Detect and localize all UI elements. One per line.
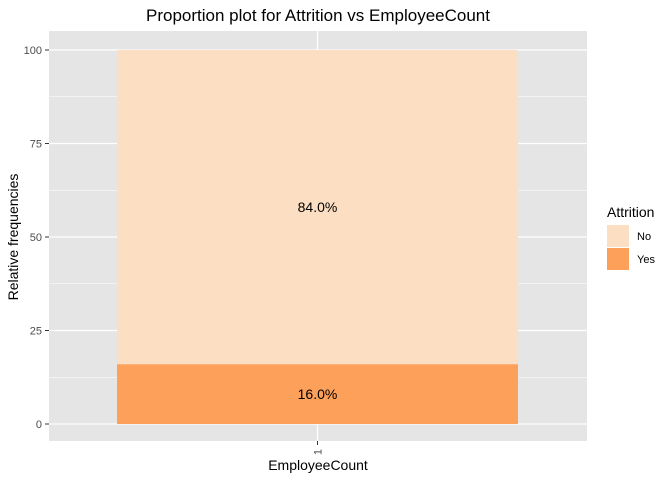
x-tick-label: 1 xyxy=(313,449,325,455)
legend: Attrition No Yes xyxy=(607,204,655,270)
legend-key-yes xyxy=(607,248,629,270)
bar-segment-yes xyxy=(117,364,518,424)
legend-items: No Yes xyxy=(607,225,655,270)
y-tick-label: 50 xyxy=(30,232,42,244)
x-axis-title: EmployeeCount xyxy=(268,457,368,473)
y-axis: 0 25 50 75 100 xyxy=(24,45,49,431)
data-label-yes: 16.0% xyxy=(298,386,338,402)
data-labels: 16.0% 84.0% xyxy=(298,199,338,402)
bars xyxy=(117,50,518,424)
legend-label-yes: Yes xyxy=(637,254,655,266)
legend-key-no xyxy=(607,225,629,247)
legend-label-no: No xyxy=(637,231,651,243)
y-axis-title: Relative frequencies xyxy=(5,174,21,301)
y-tick-label: 25 xyxy=(30,326,42,338)
data-label-no: 84.0% xyxy=(298,199,338,215)
chart-title: Proportion plot for Attrition vs Employe… xyxy=(146,6,490,25)
y-tick-label: 75 xyxy=(30,139,42,151)
legend-title: Attrition xyxy=(607,204,654,220)
y-tick-label: 100 xyxy=(24,45,42,57)
y-tick-label: 0 xyxy=(36,419,42,431)
x-axis: 1 xyxy=(313,441,325,455)
bar-segment-no xyxy=(117,50,518,365)
